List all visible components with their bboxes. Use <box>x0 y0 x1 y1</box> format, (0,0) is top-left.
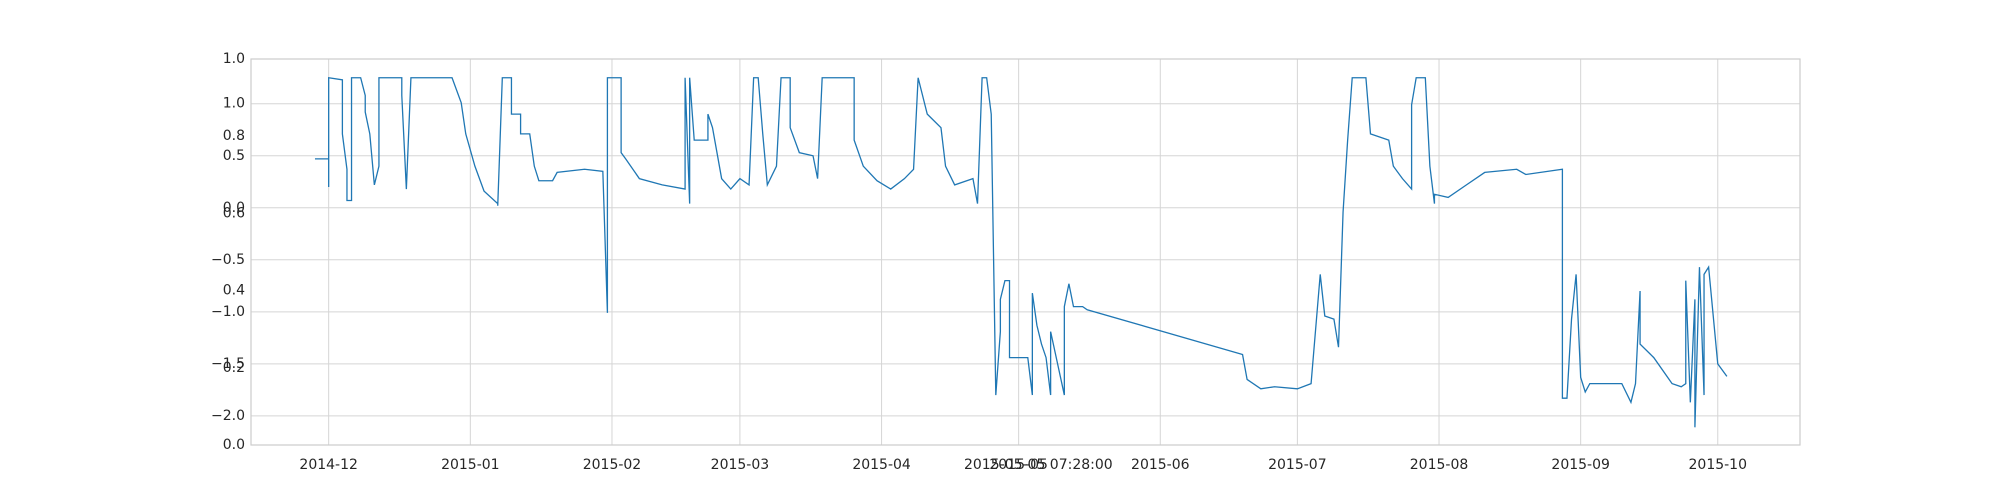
x-tick-label: 2015-05-05 07:28:00 <box>964 457 1113 473</box>
y-tick-label: 0.2 <box>223 360 245 376</box>
x-tick-label: 2015-07 <box>1268 457 1327 473</box>
x-tick-label: 2015-03 <box>711 457 770 473</box>
data-line <box>314 76 1728 428</box>
x-tick-label: 2015-09 <box>1551 457 1610 473</box>
y-tick-label: 1.0 <box>223 51 245 67</box>
y-tick-label: −1.0 <box>211 304 245 320</box>
y-tick-label: −1.5 <box>211 356 245 372</box>
x-tick-label: 2015-06 <box>1131 457 1190 473</box>
y-tick-label: −2.0 <box>211 408 245 424</box>
y-tick-label: 1.0 <box>223 96 245 112</box>
plot-frame <box>250 58 1801 446</box>
x-tick-label: 2015-01 <box>441 457 500 473</box>
x-tick-label: 2014-12 <box>299 457 358 473</box>
y-tick-label: 0.6 <box>223 205 245 221</box>
x-tick-label: 2015-02 <box>583 457 642 473</box>
y-tick-label: 0.5 <box>223 148 245 164</box>
x-tick-label: 2015-04 <box>852 457 911 473</box>
x-tick-label: 2015-05 <box>989 457 1048 473</box>
plot-area <box>251 59 1800 445</box>
y-tick-label: 0.0 <box>223 200 245 216</box>
y-tick-label: −0.5 <box>211 252 245 268</box>
y-tick-label: 0.0 <box>223 437 245 453</box>
x-tick-label: 2015-08 <box>1410 457 1469 473</box>
y-tick-label: 0.8 <box>223 128 245 144</box>
x-tick-label: 2015-10 <box>1689 457 1748 473</box>
y-tick-label: 0.4 <box>223 283 245 299</box>
